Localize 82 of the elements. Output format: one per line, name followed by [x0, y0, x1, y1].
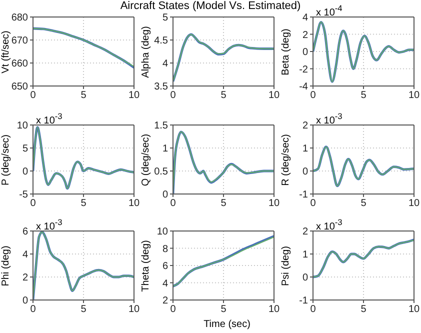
y-tick-label: 6 — [162, 261, 168, 272]
y-tick-label: 660 — [11, 58, 28, 70]
y-tick-label: 4 — [22, 250, 28, 261]
x-tick-label: 0 — [310, 304, 316, 316]
x-tick-label: 10 — [268, 304, 280, 316]
x-tick-label: 5 — [360, 90, 367, 102]
y-axis-title: Phi (deg) — [0, 246, 12, 286]
x-tick-label: 5 — [220, 90, 227, 102]
y-tick-label: 2 — [302, 226, 308, 238]
x-tick-label: 10 — [128, 90, 140, 102]
y-axis-title: Alpha (deg) — [140, 26, 152, 78]
x-tick-label: 5 — [220, 304, 227, 316]
y-axis-title: Q (deg/sec) — [140, 134, 152, 186]
y-tick-label: 0 — [302, 166, 308, 178]
y-tick-label: 4.5 — [154, 36, 168, 47]
annotation: x 10$^{-3}$ — [316, 217, 342, 232]
y-tick-label: 10 — [16, 120, 28, 132]
y-tick-label: 4 — [302, 12, 308, 24]
y-tick-label: -5 — [19, 190, 28, 201]
y-axis-title: Beta (deg) — [280, 28, 292, 76]
line-series — [33, 231, 134, 300]
y-tick-label: 1 — [302, 144, 308, 155]
annotation: x 10$^{-3}$ — [316, 111, 342, 126]
y-tick-label: 650 — [11, 82, 28, 93]
y-axis-title: Vt (ft/sec) — [0, 30, 12, 74]
x-tick-label: 10 — [408, 198, 420, 210]
x-tick-label: 10 — [128, 198, 140, 210]
y-tick-label: -4 — [299, 82, 308, 93]
y-tick-label: 1 — [302, 250, 308, 261]
y-tick-label: 1.5 — [154, 120, 168, 132]
x-tick-label: 0 — [310, 90, 316, 102]
x-tick-label: 10 — [128, 304, 140, 316]
y-tick-label: -1 — [299, 296, 308, 307]
x-tick-label: 0 — [30, 304, 36, 316]
x-tick-label: 5 — [220, 198, 227, 210]
x-tick-label: 0 — [170, 90, 176, 102]
y-tick-label: 2 — [22, 272, 28, 284]
y-tick-label: 10 — [156, 226, 168, 238]
annotation: x 10$^{-3}$ — [36, 111, 62, 126]
x-tick-label: 10 — [268, 198, 280, 210]
x-tick-label: 5 — [80, 304, 87, 316]
x-tick-label: 0 — [170, 304, 176, 316]
y-tick-label: 2 — [302, 30, 308, 41]
y-tick-label: 5 — [22, 144, 28, 155]
y-tick-label: 2 — [162, 296, 168, 307]
annotation: x 10$^{-3}$ — [36, 217, 62, 232]
x-tick-label: 0 — [30, 90, 36, 102]
chart-title: Aircraft States (Model Vs. Estimated) — [120, 0, 301, 12]
x-tick-label: 10 — [408, 90, 420, 102]
annotation: x 10$^{-4}$ — [316, 3, 342, 18]
y-tick-label: 680 — [11, 12, 28, 24]
y-tick-label: 0 — [162, 190, 168, 201]
x-tick-label: 5 — [80, 198, 87, 210]
y-tick-label: 0.5 — [154, 166, 168, 178]
x-tick-label: 0 — [170, 198, 176, 210]
y-tick-label: 1 — [162, 144, 168, 155]
y-tick-label: 2 — [302, 120, 308, 132]
y-tick-label: 3.5 — [154, 82, 168, 93]
y-tick-label: 8 — [162, 244, 168, 255]
y-tick-label: 0 — [302, 272, 308, 284]
x-tick-label: 5 — [80, 90, 87, 102]
y-tick-label: 0 — [22, 296, 28, 307]
y-axis-title: P (deg/sec) — [0, 134, 12, 186]
y-tick-label: -2 — [299, 64, 308, 76]
y-tick-label: -1 — [299, 190, 308, 201]
x-tick-label: 5 — [360, 304, 367, 316]
y-axis-title: Theta (deg) — [140, 240, 152, 292]
y-axis-title: Psi (deg) — [280, 246, 292, 286]
x-tick-label: 0 — [310, 198, 316, 210]
y-tick-label: 6 — [22, 226, 28, 238]
x-tick-label: 0 — [30, 198, 36, 210]
y-tick-label: 4 — [162, 58, 168, 70]
x-tick-label: 5 — [360, 198, 367, 210]
y-tick-label: 670 — [11, 36, 28, 47]
y-tick-label: 4 — [162, 278, 168, 290]
y-tick-label: 0 — [302, 47, 308, 58]
x-axis-title: Time (sec) — [202, 319, 252, 330]
y-tick-label: 0 — [22, 166, 28, 178]
y-axis-title: R (deg/sec) — [280, 134, 292, 186]
x-tick-label: 10 — [268, 90, 280, 102]
y-tick-label: 5 — [162, 12, 168, 24]
x-tick-label: 10 — [408, 304, 420, 316]
